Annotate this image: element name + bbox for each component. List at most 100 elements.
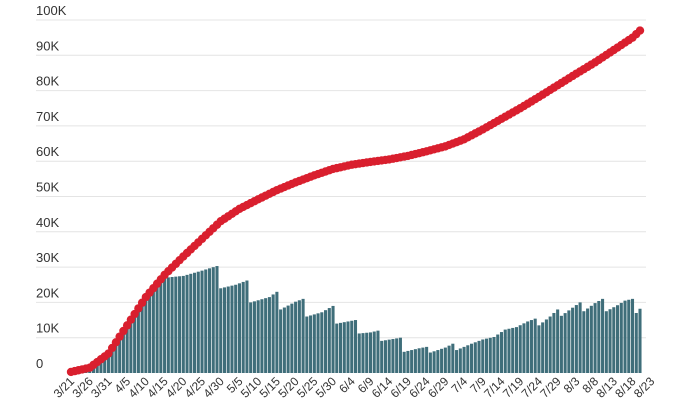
- bar: [215, 266, 219, 373]
- bar: [395, 338, 399, 373]
- bar: [481, 339, 485, 373]
- bar: [421, 347, 425, 373]
- y-tick-label: 40K: [36, 215, 59, 230]
- bar: [582, 311, 586, 373]
- daily-bars: [73, 266, 642, 373]
- bar: [234, 284, 238, 373]
- bar: [398, 337, 402, 373]
- bar: [638, 308, 642, 373]
- bar: [155, 284, 159, 373]
- bar: [496, 334, 500, 373]
- bar: [462, 346, 466, 373]
- bar: [623, 300, 627, 373]
- y-tick-label: 60K: [36, 144, 59, 159]
- bar: [619, 302, 623, 373]
- y-tick-label: 30K: [36, 250, 59, 265]
- bar: [241, 281, 245, 373]
- bar: [432, 351, 436, 373]
- bar: [376, 330, 380, 373]
- bar: [578, 302, 582, 373]
- bar: [286, 305, 290, 373]
- bar: [335, 323, 339, 373]
- bar: [488, 337, 492, 373]
- bar: [612, 307, 616, 373]
- bar: [552, 312, 556, 373]
- bar: [458, 348, 462, 373]
- bar: [559, 315, 563, 373]
- bar: [163, 277, 167, 373]
- bar: [144, 293, 148, 373]
- bar: [413, 349, 417, 373]
- bar: [256, 300, 260, 373]
- bar: [436, 350, 440, 373]
- bar: [166, 277, 170, 373]
- bar: [507, 328, 511, 373]
- bar: [406, 350, 410, 373]
- bar: [492, 336, 496, 373]
- bar: [305, 316, 309, 373]
- x-tick-label: 7/29: [537, 374, 564, 401]
- gridlines: [36, 19, 646, 339]
- bar: [252, 301, 256, 373]
- bar: [634, 312, 638, 373]
- x-tick-label: 6/29: [425, 374, 452, 401]
- y-tick-label: 70K: [36, 109, 59, 124]
- y-tick-label: 10K: [36, 321, 59, 336]
- bar: [148, 290, 152, 373]
- bar: [121, 329, 125, 373]
- cumulative-line: [66, 26, 645, 377]
- bar: [249, 302, 253, 373]
- bar: [563, 313, 567, 373]
- bar: [211, 267, 215, 373]
- bar: [327, 308, 331, 373]
- bar: [114, 340, 118, 373]
- bar: [365, 332, 369, 373]
- bar: [294, 301, 298, 373]
- bar: [391, 339, 395, 373]
- bar: [630, 298, 635, 373]
- bar: [586, 308, 590, 373]
- bar: [290, 303, 294, 373]
- x-tick-label: 4/30: [200, 374, 227, 401]
- bar: [428, 352, 432, 373]
- bar: [207, 268, 212, 373]
- bar: [309, 315, 313, 373]
- bar: [222, 287, 227, 373]
- y-tick-label: 80K: [36, 74, 59, 89]
- bar: [271, 294, 275, 373]
- bar: [353, 320, 358, 373]
- bar: [417, 348, 421, 373]
- bar: [514, 327, 519, 373]
- bar: [342, 322, 346, 373]
- bar: [125, 323, 129, 373]
- y-tick-label: 90K: [36, 38, 59, 53]
- bar: [616, 305, 620, 373]
- bar: [443, 347, 447, 373]
- bar: [511, 327, 515, 373]
- bar: [518, 325, 522, 373]
- bar: [544, 319, 548, 373]
- bar: [368, 332, 373, 373]
- bar: [331, 305, 335, 373]
- bar: [477, 340, 481, 373]
- bar: [95, 362, 99, 373]
- bar: [425, 346, 429, 373]
- bar: [447, 345, 451, 373]
- bar: [129, 317, 133, 373]
- bar: [151, 287, 155, 373]
- bar: [301, 298, 305, 373]
- x-tick-label: 5/30: [313, 374, 340, 401]
- bar: [312, 314, 316, 373]
- bar: [279, 309, 283, 373]
- bar: [473, 342, 477, 373]
- bar: [267, 297, 271, 373]
- bar: [402, 351, 406, 373]
- bar: [593, 303, 597, 373]
- bar: [627, 299, 631, 373]
- bar: [200, 270, 204, 373]
- bar: [324, 310, 328, 373]
- bar: [574, 305, 578, 373]
- bar: [361, 333, 365, 373]
- bar: [185, 274, 189, 373]
